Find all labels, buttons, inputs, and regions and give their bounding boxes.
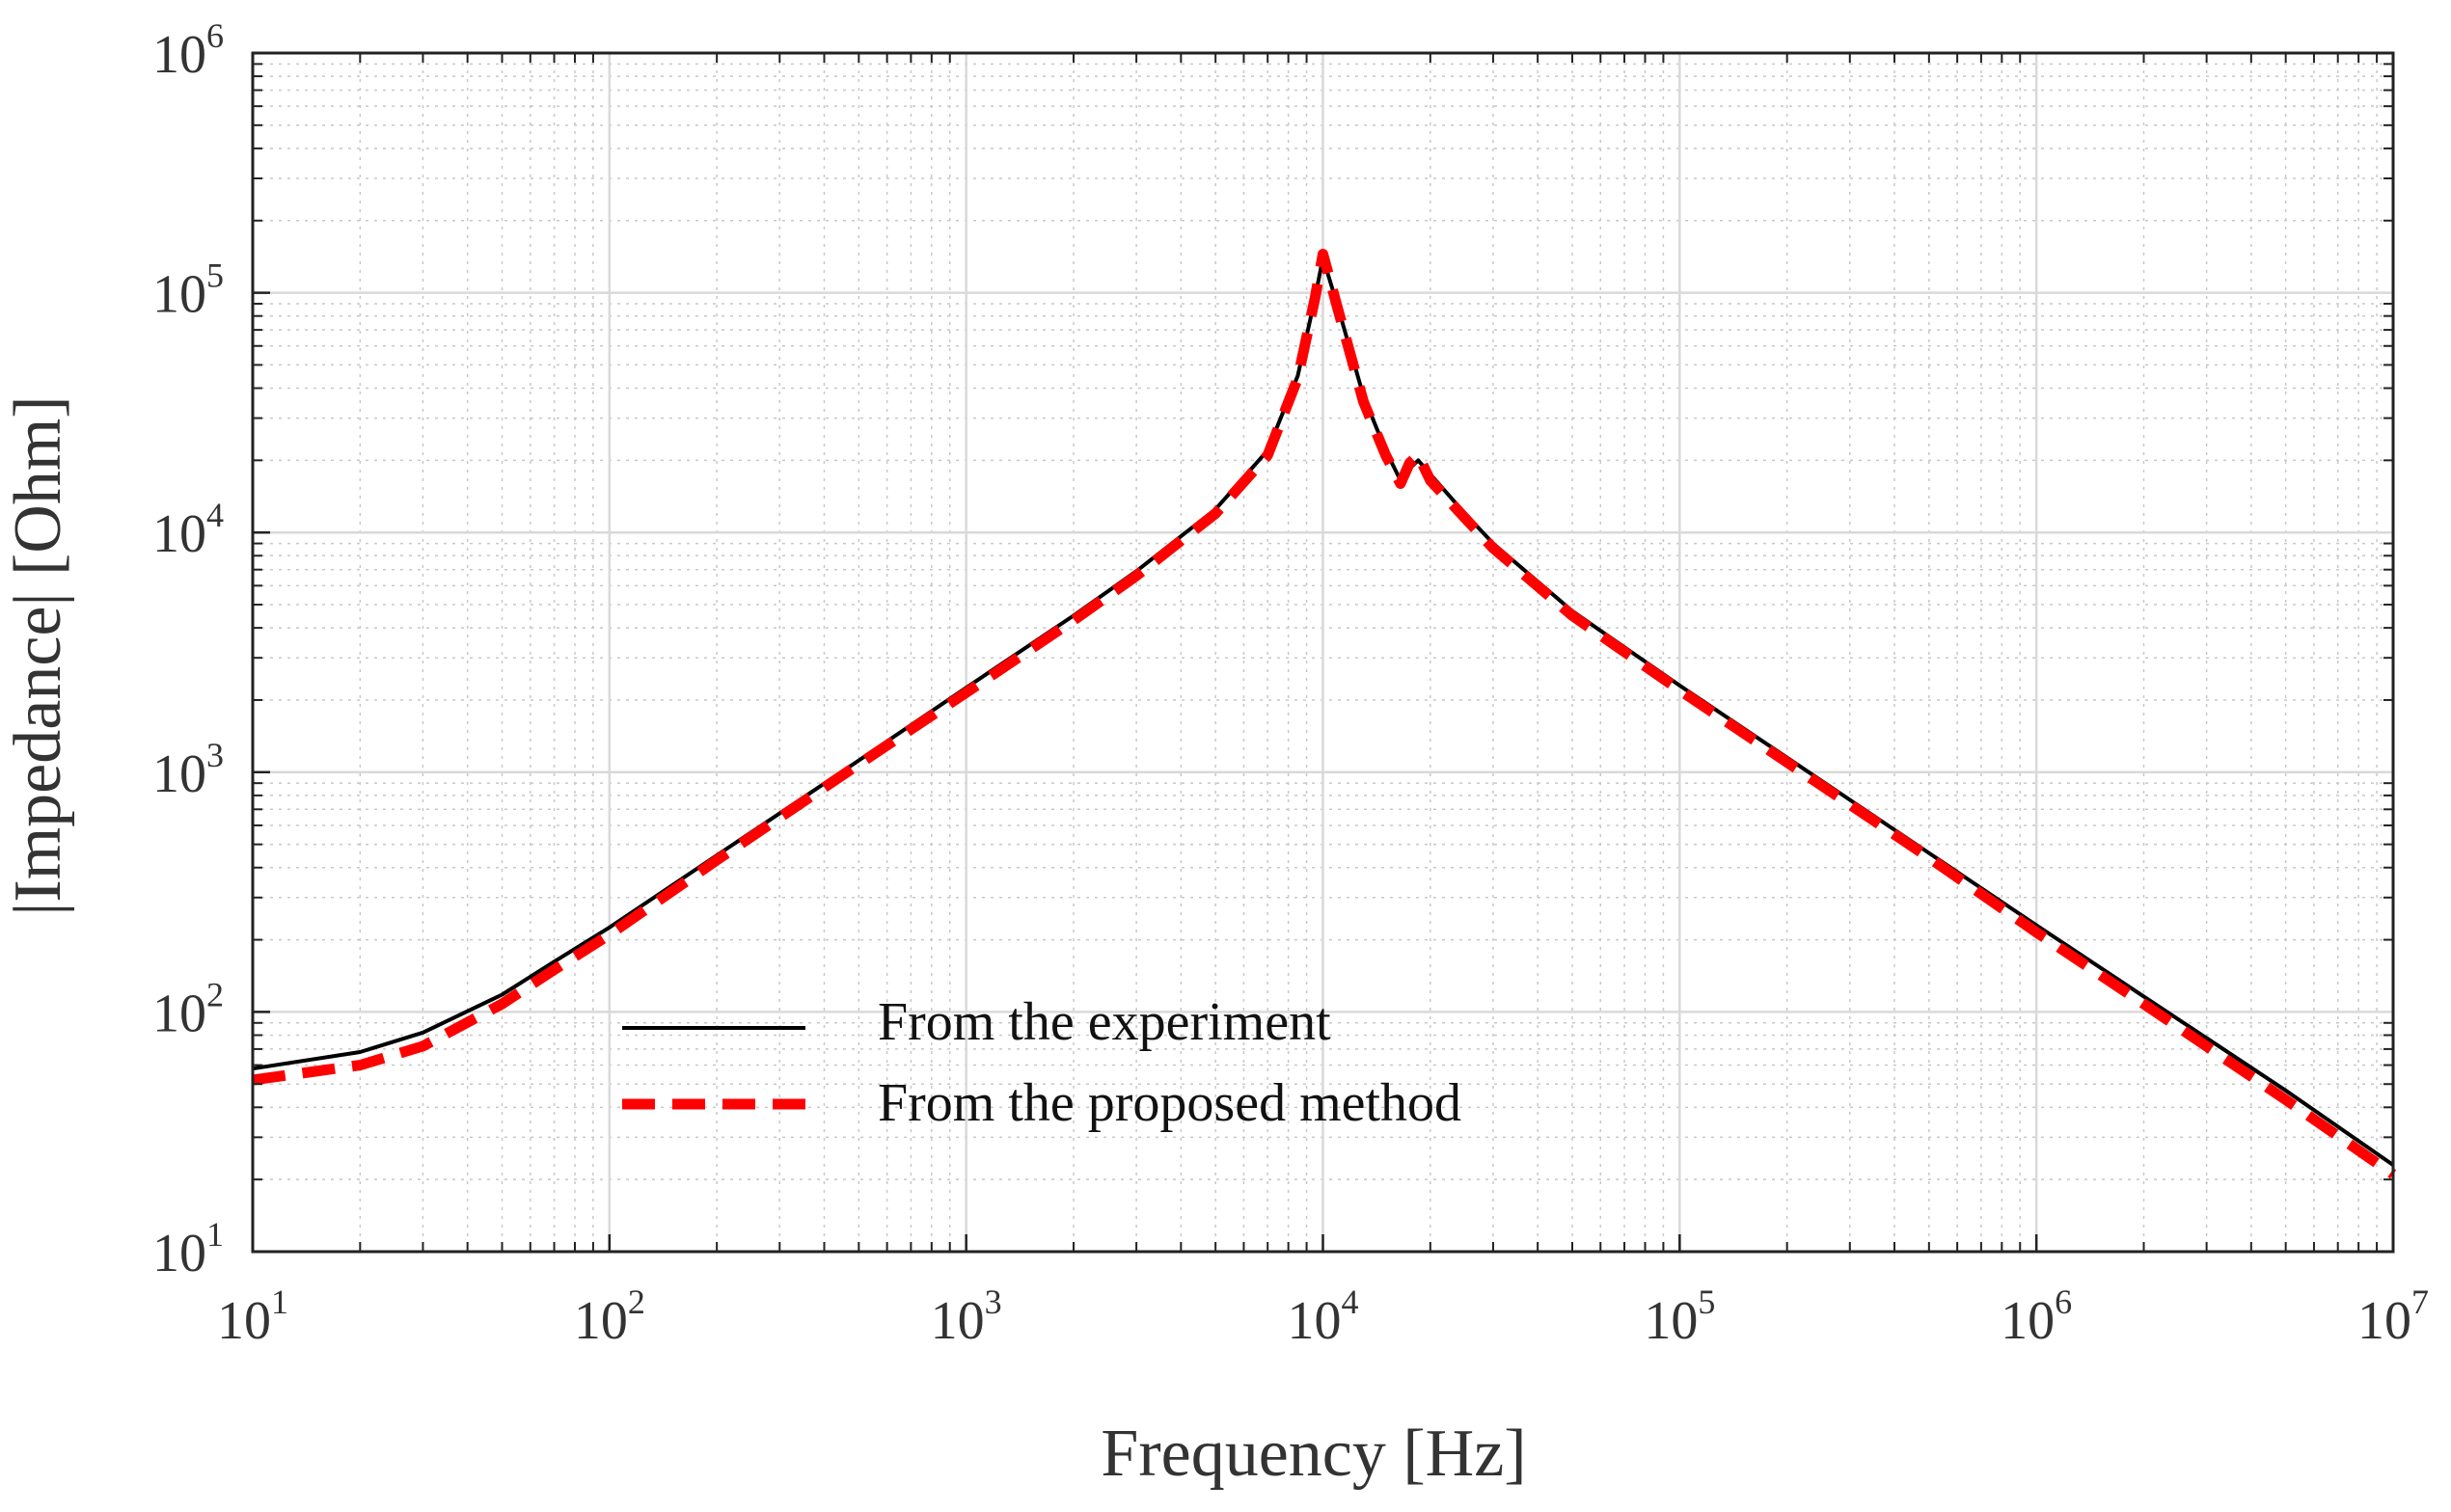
x-tick-base: 10: [931, 1291, 985, 1351]
y-tick-base: 10: [152, 984, 206, 1043]
y-tick-exponent: 5: [206, 256, 224, 295]
x-tick-exponent: 3: [985, 1282, 1002, 1321]
x-tick-exponent: 5: [1698, 1282, 1715, 1321]
y-axis-label: |Impedance| [Ohm]: [1, 395, 75, 915]
y-tick-base: 10: [152, 744, 206, 804]
legend-label-proposed-method: From the proposed method: [878, 1073, 1461, 1133]
y-tick-base: 10: [152, 265, 206, 325]
x-tick-base: 10: [1644, 1291, 1698, 1351]
y-tick-exponent: 1: [206, 1215, 224, 1254]
impedance-chart: 101 102 103 104 105 106 107 101102103104105106…: [0, 0, 2451, 1512]
legend-label-experiment: From the experiment: [878, 992, 1331, 1052]
chart-background: [0, 0, 2451, 1512]
y-tick-exponent: 6: [206, 16, 224, 55]
y-tick-exponent: 2: [206, 975, 224, 1013]
x-tick-base: 10: [217, 1291, 271, 1351]
x-tick-exponent: 4: [1342, 1282, 1359, 1321]
x-tick-exponent: 2: [628, 1282, 645, 1321]
x-axis-label: Frequency [Hz]: [1101, 1417, 1526, 1491]
x-tick-base: 10: [574, 1291, 628, 1351]
y-tick-base: 10: [152, 504, 206, 564]
y-tick-exponent: 4: [206, 496, 224, 534]
x-tick-base: 10: [2001, 1291, 2055, 1351]
x-tick-base: 10: [2357, 1291, 2411, 1351]
x-tick-exponent: 6: [2055, 1282, 2072, 1321]
x-tick-exponent: 7: [2411, 1282, 2429, 1321]
y-tick-exponent: 3: [206, 736, 224, 774]
x-tick-exponent: 1: [271, 1282, 288, 1321]
y-tick-base: 10: [152, 1224, 206, 1283]
y-tick-base: 10: [152, 25, 206, 85]
x-tick-base: 10: [1288, 1291, 1342, 1351]
